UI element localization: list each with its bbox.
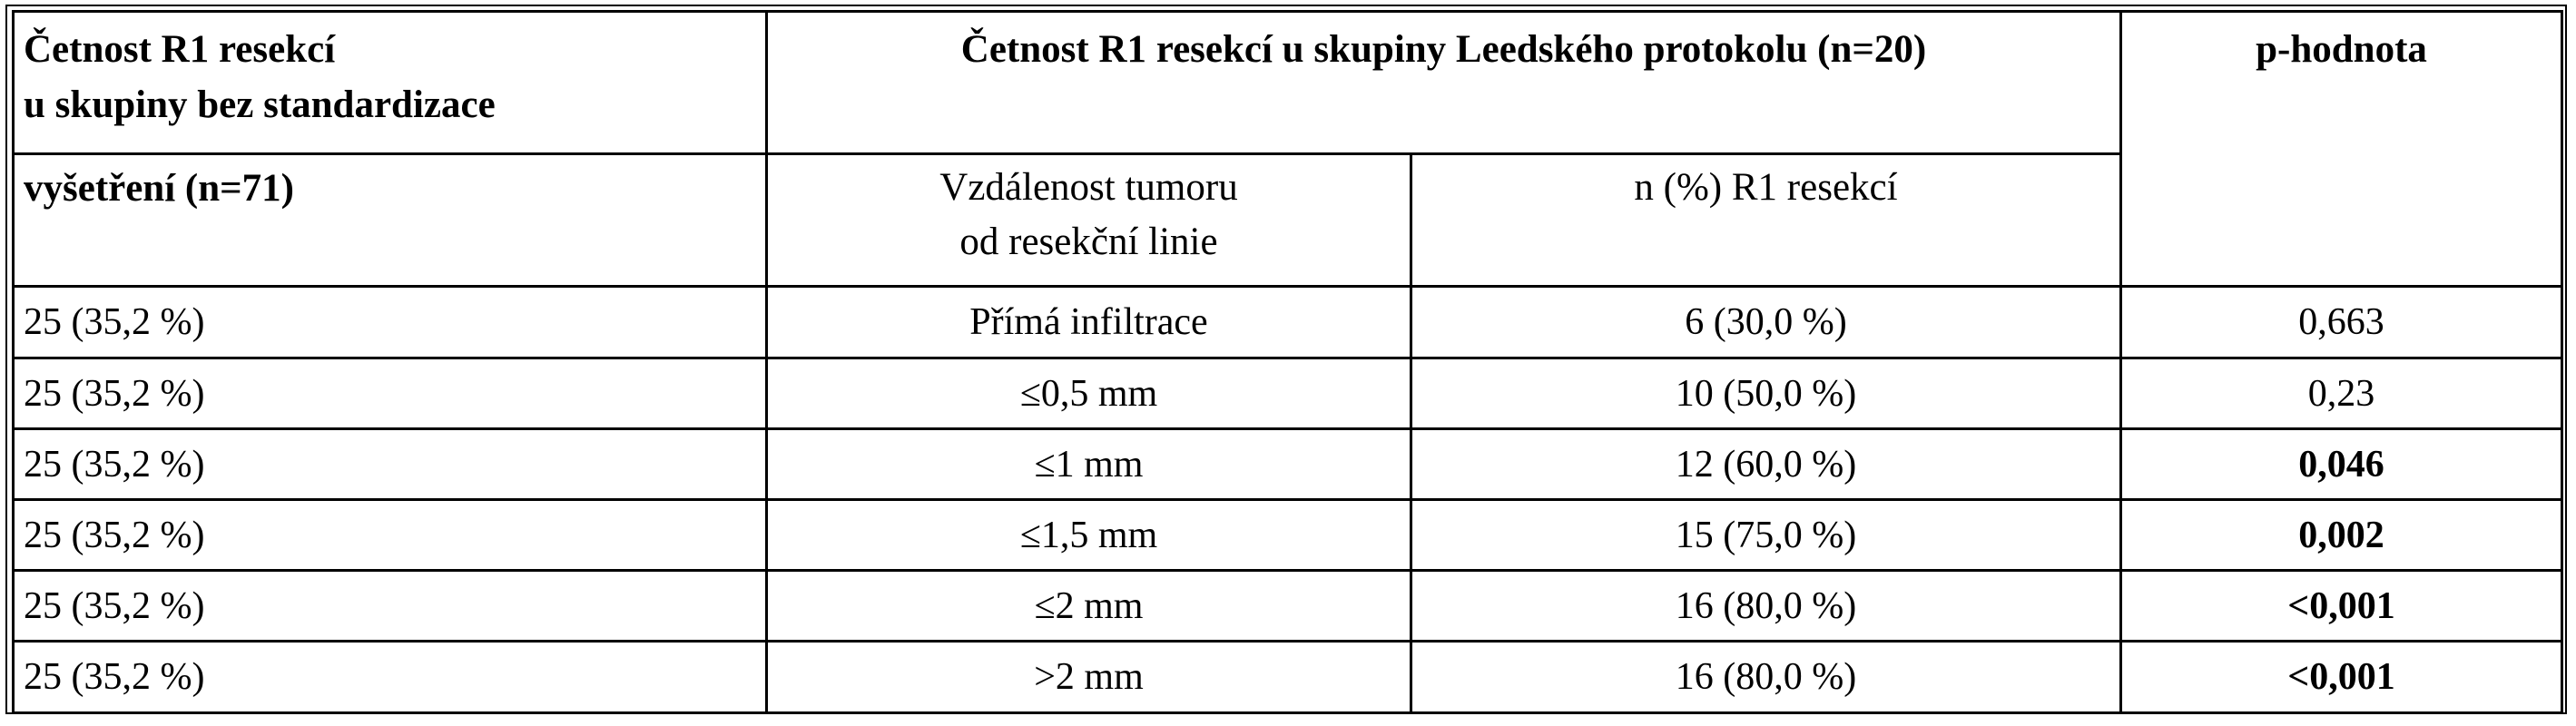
table-frame: Četnost R1 resekcí u skupiny bez standar… [5,5,2567,714]
header-no-standardization: Četnost R1 resekcí u skupiny bez standar… [12,10,768,154]
header-no-standardization-line1: Četnost R1 resekcí [24,28,336,71]
cell-no-standardization: 25 (35,2 %) [12,357,768,430]
cell-r1-count: 16 (80,0 %) [1410,640,2122,714]
header-no-standardization-line3: vyšetření (n=71) [12,152,768,288]
cell-p-value: 0,046 [2119,427,2563,501]
cell-tumor-distance: Přímá infiltrace [765,285,1412,359]
cell-no-standardization: 25 (35,2 %) [12,285,768,359]
cell-r1-count: 6 (30,0 %) [1410,285,2122,359]
cell-tumor-distance: ≤1,5 mm [765,498,1412,572]
cell-p-value: 0,23 [2119,357,2563,430]
cell-no-standardization: 25 (35,2 %) [12,427,768,501]
cell-no-standardization: 25 (35,2 %) [12,498,768,572]
header-row-2: vyšetření (n=71) Vzdálenost tumoru od re… [12,152,2562,288]
table-row: 25 (35,2 %) >2 mm 16 (80,0 %) <0,001 [12,640,2563,714]
cell-r1-count: 12 (60,0 %) [1410,427,2122,501]
table-row: 25 (35,2 %) Přímá infiltrace 6 (30,0 %) … [12,285,2563,359]
cell-r1-count: 16 (80,0 %) [1410,569,2122,643]
header-p-value: p-hodnota [2119,10,2563,288]
cell-tumor-distance: ≤2 mm [765,569,1412,643]
cell-p-value: <0,001 [2119,640,2563,714]
table-row: 25 (35,2 %) ≤1,5 mm 15 (75,0 %) 0,002 [12,498,2563,572]
table-row: 25 (35,2 %) ≤2 mm 16 (80,0 %) <0,001 [12,569,2563,643]
header-tumor-distance: Vzdálenost tumoru od resekční linie [765,152,1412,288]
header-r1-count: n (%) R1 resekcí [1410,152,2122,288]
header-tumor-distance-line2: od resekční linie [959,221,1218,263]
r1-resection-table: Četnost R1 resekcí u skupiny bez standar… [12,10,2563,714]
header-leeds-protocol: Četnost R1 resekcí u skupiny Leedského p… [765,10,2122,155]
header-row-1: Četnost R1 resekcí u skupiny bez standar… [12,10,2563,288]
cell-tumor-distance: >2 mm [765,640,1412,714]
table-row: 25 (35,2 %) ≤1 mm 12 (60,0 %) 0,046 [12,427,2563,501]
cell-tumor-distance: ≤1 mm [765,427,1412,501]
cell-r1-count: 10 (50,0 %) [1410,357,2122,430]
cell-p-value: 0,002 [2119,498,2563,572]
cell-no-standardization: 25 (35,2 %) [12,640,768,714]
cell-no-standardization: 25 (35,2 %) [12,569,768,643]
cell-tumor-distance: ≤0,5 mm [765,357,1412,430]
cell-p-value: 0,663 [2119,285,2563,359]
table-row: 25 (35,2 %) ≤0,5 mm 10 (50,0 %) 0,23 [12,357,2563,430]
cell-r1-count: 15 (75,0 %) [1410,498,2122,572]
cell-p-value: <0,001 [2119,569,2563,643]
header-no-standardization-line2: u skupiny bez standardizace [24,83,496,126]
header-tumor-distance-line1: Vzdálenost tumoru [939,166,1238,209]
